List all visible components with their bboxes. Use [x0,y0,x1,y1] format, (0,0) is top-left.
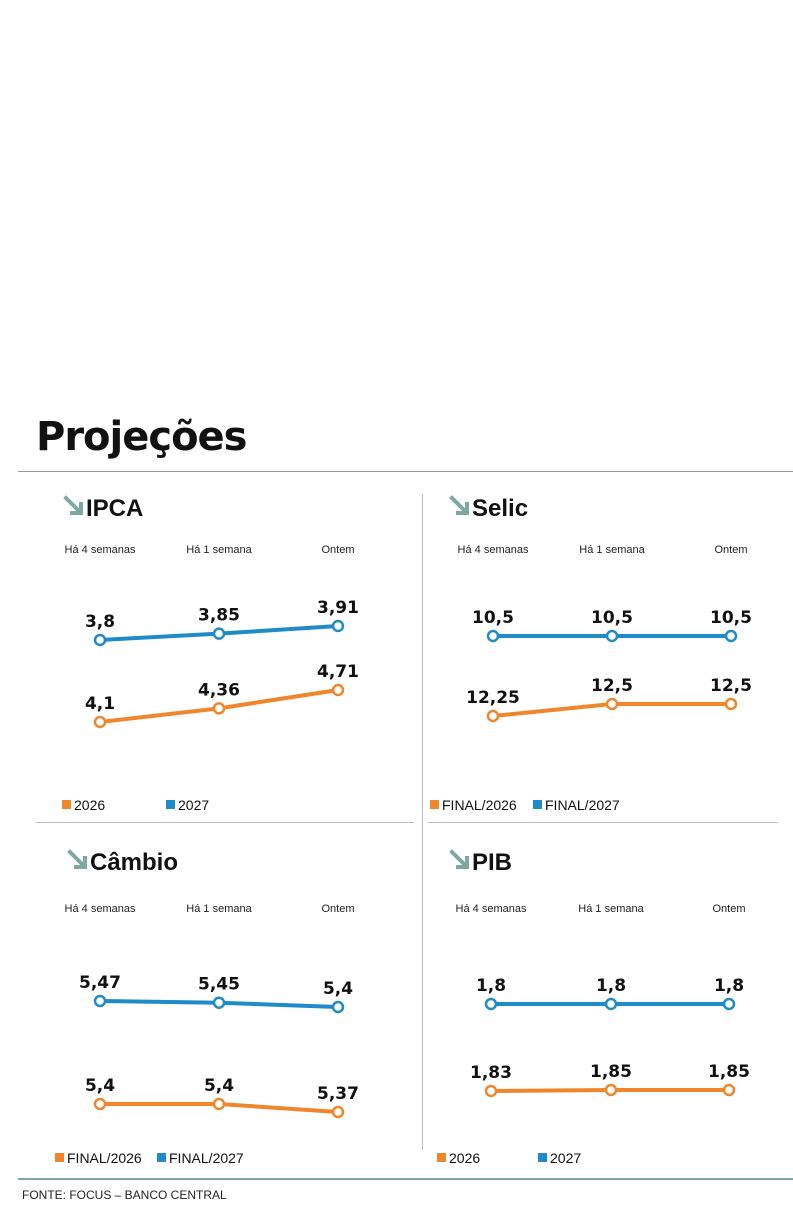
chart-cambio-value-label-orange: 5,4 [204,1076,234,1096]
chart-pib-legend-label: 2026 [449,1150,480,1166]
page-title: Projeções [36,414,247,460]
chart-ipca-point-orange [212,702,226,715]
chart-ipca-point-orange [93,715,107,729]
chart-pib-value-label-orange: 1,83 [470,1063,512,1083]
chart-ipca-period-label: Há 4 semanas [65,544,136,556]
chart-pib-legend-swatch [437,1153,446,1162]
chart-selic-point-orange [605,697,619,711]
chart-pib-title: PIB [472,849,512,876]
chart-cambio-title: Câmbio [90,849,178,876]
chart-cambio-value-label-blue: 5,4 [323,979,353,999]
chart-selic-legend-swatch [430,800,439,809]
chart-pib-point-blue [484,997,498,1011]
chart-cambio-legend-label: FINAL/2026 [67,1150,142,1166]
chart-pib-period-label: Ontem [712,903,745,915]
chart-ipca-value-label-orange: 4,71 [317,662,359,682]
chart-cambio-legend-label: FINAL/2027 [169,1150,244,1166]
chart-ipca-title: IPCA [86,495,143,522]
chart-pib-legend-label: 2027 [550,1150,581,1166]
chart-selic-legend-swatch [533,800,542,809]
chart-ipca-point-blue [93,633,107,647]
chart-pib-point-orange [722,1083,736,1097]
chart-ipca-legend-swatch [62,800,71,809]
chart-pib-point-orange [484,1084,498,1098]
chart-cambio-value-label-blue: 5,47 [79,973,121,993]
chart-selic-period-label: Há 1 semana [579,544,645,556]
chart-selic-value-label-orange: 12,25 [466,688,520,708]
chart-pib-legend-swatch [538,1153,547,1162]
row-divider-left [36,822,414,823]
chart-cambio-value-label-orange: 5,4 [85,1076,115,1096]
chart-ipca-point-blue [331,619,345,633]
chart-ipca-point-blue [212,627,226,640]
chart-cambio-arrow-icon [67,849,87,869]
chart-pib-point-orange [604,1083,618,1097]
footer-divider [18,1178,793,1180]
chart-ipca-arrow-icon [63,495,83,515]
chart-cambio-legend-swatch [55,1153,64,1162]
chart-ipca-legend-label: 2026 [74,797,105,813]
chart-selic-value-label-blue: 10,5 [591,608,633,628]
chart-pib-value-label-blue: 1,8 [714,976,744,996]
chart-cambio-period-label: Há 4 semanas [65,903,136,915]
chart-cambio-point-blue [93,994,107,1008]
chart-pib-value-label-blue: 1,8 [596,976,626,996]
chart-selic-value-label-orange: 12,5 [710,676,752,696]
chart-pib-point-blue [604,997,618,1011]
chart-cambio-point-orange [331,1105,345,1119]
chart-cambio-point-blue [212,996,226,1009]
source-note: FONTE: FOCUS – BANCO CENTRAL [22,1188,227,1202]
chart-selic-point-orange [724,697,738,711]
chart-pib-value-label-orange: 1,85 [590,1062,632,1082]
chart-selic-value-label-blue: 10,5 [710,608,752,628]
chart-selic-point-orange [486,709,500,723]
chart-ipca-legend-swatch [166,800,175,809]
chart-selic-value-label-blue: 10,5 [472,608,514,628]
chart-cambio-value-label-blue: 5,45 [198,975,240,995]
chart-pib-period-label: Há 1 semana [578,903,644,915]
chart-cambio-value-label-orange: 5,37 [317,1084,359,1104]
chart-ipca-point-orange [331,683,345,697]
chart-cambio-legend-swatch [157,1153,166,1162]
chart-ipca-value-label-blue: 3,8 [85,612,115,632]
chart-selic-point-blue [724,629,738,643]
chart-pib-point-blue [722,997,736,1011]
chart-ipca-legend-label: 2027 [178,797,209,813]
chart-selic-legend-label: FINAL/2026 [442,797,517,813]
chart-cambio-point-blue [331,1000,345,1014]
chart-cambio-point-orange [212,1097,226,1111]
chart-selic-period-label: Ontem [714,544,747,556]
title-divider [18,471,793,472]
column-divider [422,494,423,1150]
chart-cambio-point-orange [93,1097,107,1111]
chart-ipca-period-label: Há 1 semana [186,544,252,556]
chart-pib-value-label-blue: 1,8 [476,976,506,996]
chart-pib-value-label-orange: 1,85 [708,1062,750,1082]
chart-selic-title: Selic [472,495,528,522]
chart-selic-point-blue [605,629,619,643]
row-divider-right [428,822,778,823]
chart-selic-period-label: Há 4 semanas [458,544,529,556]
chart-ipca-value-label-blue: 3,85 [198,606,240,626]
chart-selic-legend-label: FINAL/2027 [545,797,620,813]
chart-selic-value-label-orange: 12,5 [591,676,633,696]
chart-cambio-period-label: Ontem [321,903,354,915]
chart-ipca-period-label: Ontem [321,544,354,556]
chart-ipca-value-label-orange: 4,1 [85,694,115,714]
chart-pib-period-label: Há 4 semanas [456,903,527,915]
chart-ipca-value-label-blue: 3,91 [317,598,359,618]
chart-selic-arrow-icon [449,495,469,515]
chart-cambio-period-label: Há 1 semana [186,903,252,915]
chart-selic-point-blue [486,629,500,643]
chart-pib-arrow-icon [449,849,469,869]
chart-ipca-value-label-orange: 4,36 [198,680,240,700]
